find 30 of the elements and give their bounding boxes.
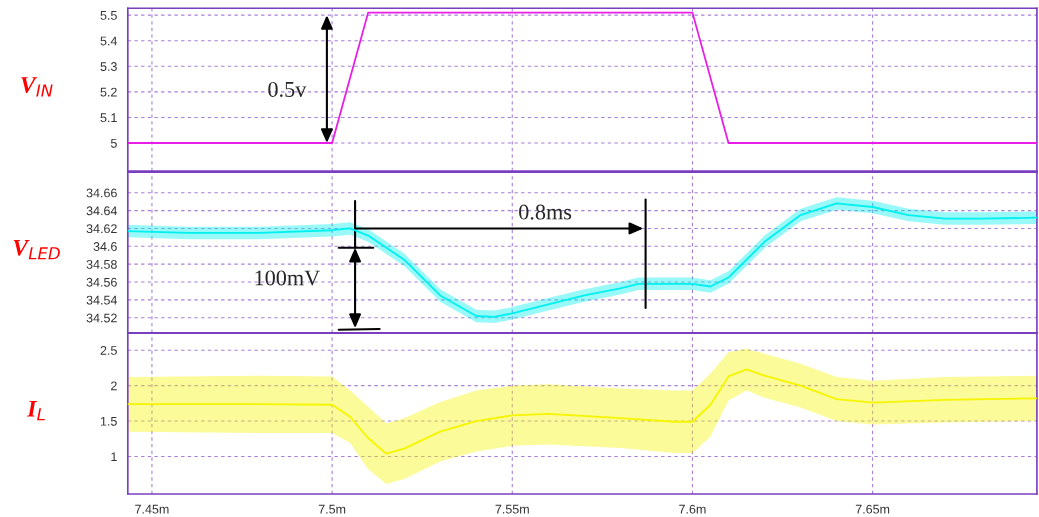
y-tick-label: 5 [110, 138, 117, 148]
x-tick-label: 7.5m [318, 504, 346, 514]
y-tick-label: 5.3 [100, 62, 117, 71]
y-tick-label: 34.6 [93, 242, 117, 251]
x-tick-label: 7.45m [135, 504, 169, 514]
y-tick-label: 5.2 [100, 87, 117, 97]
line-series [127, 368, 1037, 455]
x-tick-label: 7.6m [679, 504, 706, 514]
y-tick-label: 1.5 [100, 416, 117, 426]
y-axis-title: V$_{IN}$ [21, 77, 53, 97]
y-tick-label: 34.52 [86, 313, 117, 323]
y-tick-label: 5.5 [100, 11, 117, 20]
annotation: 0.5v [268, 81, 307, 97]
annotation: 100mV [255, 270, 320, 286]
y-tick-label: 2 [111, 381, 117, 391]
x-tick-label: 7.65m [855, 504, 890, 514]
y-tick-label: 34.66 [86, 188, 117, 198]
y-tick-label: 34.54 [86, 295, 118, 305]
y-tick-label: 34.62 [86, 224, 117, 234]
y-tick-label: 34.58 [86, 259, 117, 269]
y-axis-title: I$_{L}$ [26, 401, 45, 421]
y-tick-label: 2.5 [100, 346, 117, 355]
y-tick-label: 5.4 [100, 36, 118, 46]
annotation: 0.8ms [519, 204, 572, 220]
y-axis-title: V$_{LED}$ [13, 239, 60, 260]
y-tick-label: 5.1 [100, 113, 117, 123]
x-tick-label: 7.55m [495, 504, 529, 514]
y-tick-label: 34.56 [86, 277, 117, 287]
y-tick-label: 1 [111, 452, 117, 461]
y-tick-label: 34.64 [86, 206, 118, 216]
